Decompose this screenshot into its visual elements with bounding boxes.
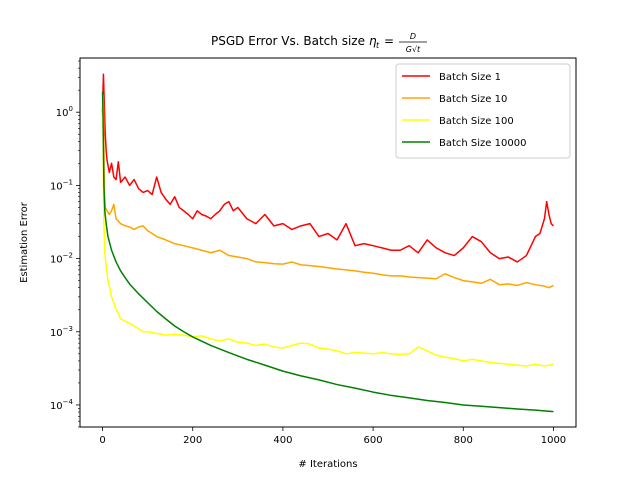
series-layer	[101, 73, 554, 413]
x-axis: 0 200 400 600 800 1000	[99, 427, 566, 446]
legend-entry-2: Batch Size 10	[439, 94, 507, 105]
title-eta: η	[369, 34, 377, 48]
series-line-1	[101, 73, 554, 263]
x-tick-label: 0	[99, 435, 105, 446]
x-tick-label: 200	[183, 435, 202, 446]
series-line-2	[101, 94, 554, 289]
chart-title-math: η t = D G√t	[369, 32, 427, 54]
x-tick-label: 600	[364, 435, 383, 446]
axes-frame	[79, 57, 577, 428]
legend-entry-4: Batch Size 10000	[439, 138, 526, 149]
y-tick-label: 100	[56, 105, 73, 119]
y-axis: 10−4 10−3 10−2 10−1 100	[50, 60, 80, 428]
title-equals: =	[384, 34, 394, 48]
series-line-3	[101, 97, 554, 367]
y-tick-label: 10−4	[50, 398, 74, 412]
legend-box	[395, 63, 571, 159]
series-line-4	[101, 91, 554, 413]
x-axis-label: # Iterations	[298, 459, 357, 470]
chart-title-text: PSGD Error Vs. Batch size	[211, 34, 365, 48]
y-axis-label: Estimation Error	[19, 201, 30, 283]
x-tick-label: 800	[454, 435, 473, 446]
chart-title: PSGD Error Vs. Batch size η t = D G√t	[211, 32, 427, 54]
title-denominator: G√t	[406, 45, 421, 54]
legend: Batch Size 1 Batch Size 10 Batch Size 100 B…	[395, 63, 571, 159]
x-tick-label: 1000	[541, 435, 566, 446]
title-subscript: t	[376, 41, 380, 50]
title-numerator: D	[410, 32, 416, 41]
legend-entry-1: Batch Size 1	[439, 72, 501, 83]
y-tick-label: 10−1	[50, 178, 73, 192]
y-tick-label: 10−2	[50, 252, 73, 266]
x-tick-label: 400	[273, 435, 292, 446]
y-tick-label: 10−3	[50, 325, 73, 339]
legend-entry-3: Batch Size 100	[439, 116, 514, 127]
